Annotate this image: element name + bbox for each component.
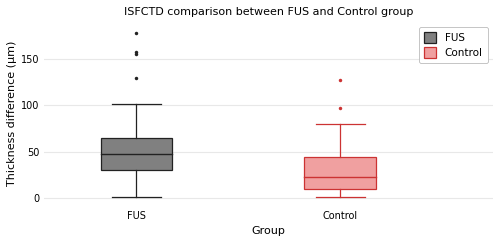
Legend: FUS, Control: FUS, Control — [418, 27, 488, 63]
Bar — [304, 157, 376, 189]
Title: ISFCTD comparison between FUS and Control group: ISFCTD comparison between FUS and Contro… — [124, 7, 414, 17]
Y-axis label: Thickness difference (μm): Thickness difference (μm) — [7, 41, 17, 186]
X-axis label: Group: Group — [252, 226, 286, 236]
Bar — [100, 138, 172, 170]
